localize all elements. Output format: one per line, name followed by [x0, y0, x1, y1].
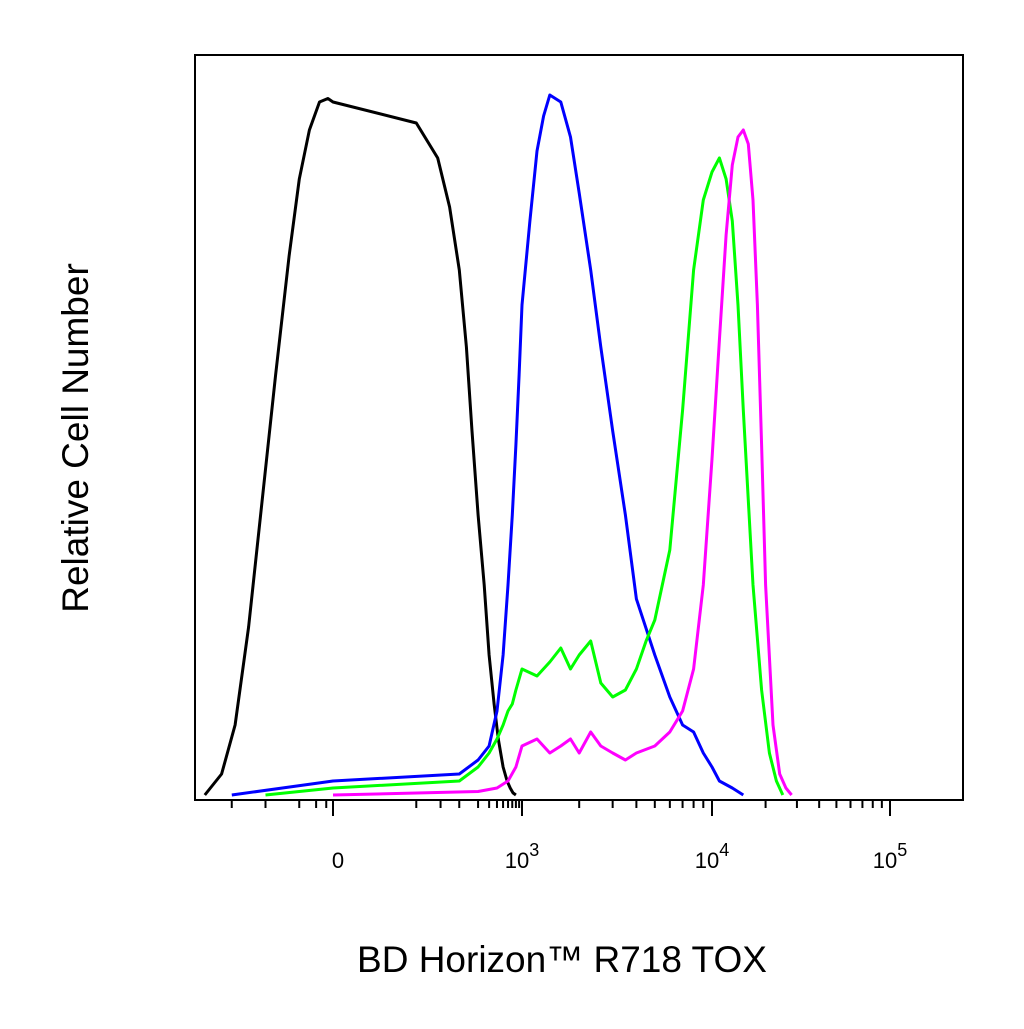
histogram-series-line-1: [203, 97, 517, 797]
histogram-series-line-2: [231, 93, 745, 797]
x-tick-label: 103: [505, 840, 540, 873]
x-axis-label: BD Horizon™ R718 TOX: [357, 939, 767, 980]
x-tick-label: 0: [332, 848, 344, 873]
x-tick-label: 104: [695, 840, 730, 873]
histogram-series-line-4: [332, 128, 793, 797]
plot-frame: [194, 54, 964, 801]
y-axis-label: Relative Cell Number: [55, 263, 96, 613]
series-group: [203, 93, 793, 797]
x-tick-labels: 0 103 104 105: [332, 840, 907, 873]
x-axis-ticks: [230, 800, 891, 816]
x-tick-label: 105: [873, 840, 908, 873]
histogram-series-line-3: [265, 156, 785, 797]
